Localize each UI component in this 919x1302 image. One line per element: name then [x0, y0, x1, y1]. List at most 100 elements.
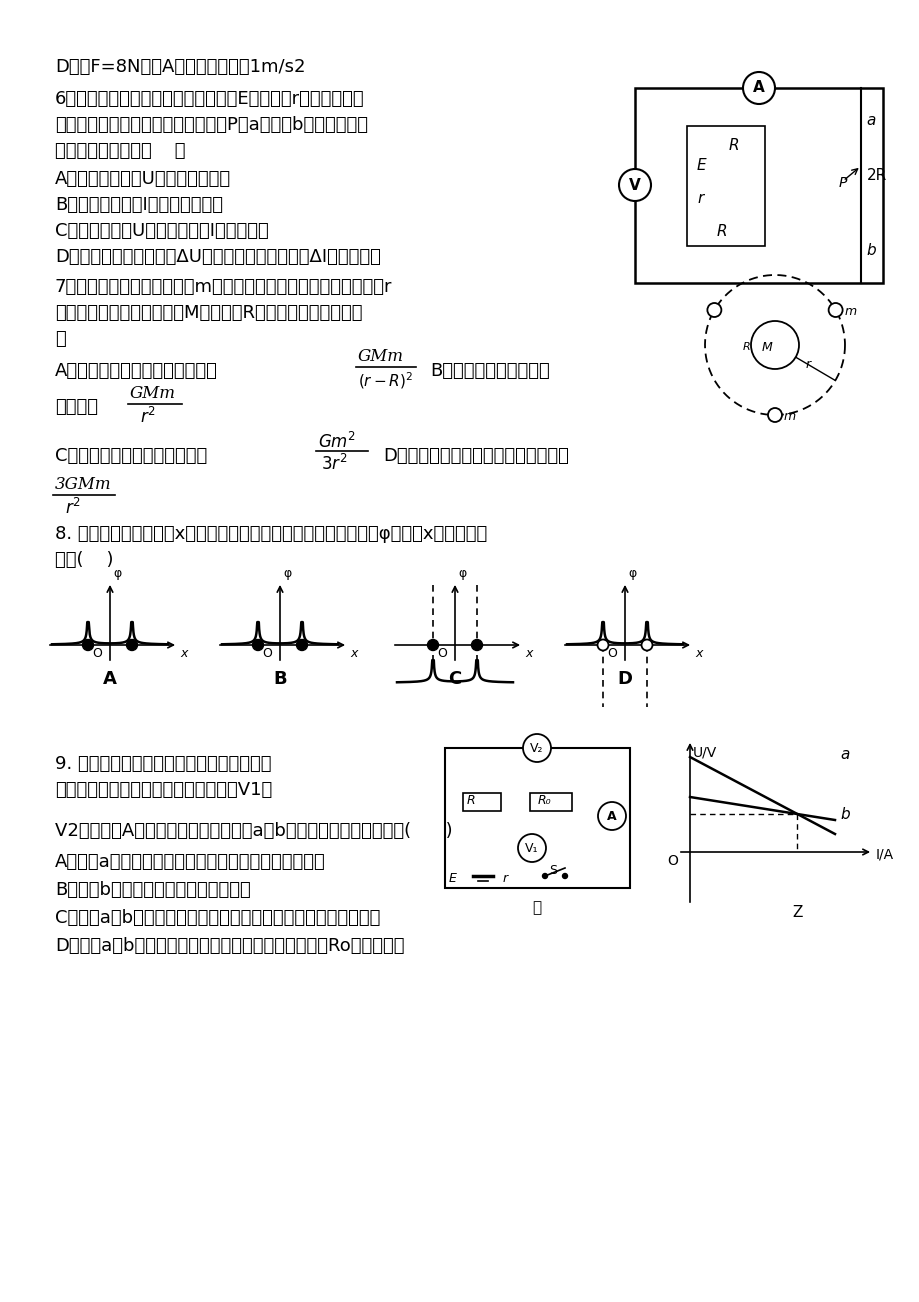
Circle shape: [828, 303, 842, 316]
Text: 7、如图所示，三颗质量均为m的地球同步卫星等间隔分布在半径为r: 7、如图所示，三颗质量均为m的地球同步卫星等间隔分布在半径为r: [55, 279, 392, 296]
Text: R: R: [466, 793, 475, 806]
Circle shape: [127, 639, 137, 651]
Text: GMm: GMm: [130, 385, 176, 402]
Text: I/A: I/A: [875, 848, 893, 861]
Circle shape: [296, 639, 307, 651]
Text: B: B: [273, 671, 287, 687]
Text: 2R: 2R: [866, 168, 886, 184]
Text: 力大小为: 力大小为: [55, 398, 98, 417]
Text: r: r: [502, 871, 507, 884]
Circle shape: [542, 874, 547, 879]
Text: 变滑动变阻器的滑片位置．测得电压表V1和: 变滑动变阻器的滑片位置．测得电压表V1和: [55, 781, 272, 799]
Text: φ: φ: [458, 566, 466, 579]
Text: V: V: [629, 177, 641, 193]
Text: $r^{2}$: $r^{2}$: [65, 497, 81, 518]
Text: C: C: [448, 671, 461, 687]
Text: O: O: [437, 647, 447, 660]
Circle shape: [596, 639, 607, 651]
Circle shape: [767, 408, 781, 422]
Text: C．两颗卫星之间的引力大小为: C．两颗卫星之间的引力大小为: [55, 447, 207, 465]
Text: U/V: U/V: [692, 745, 717, 759]
Text: B．图线b斜率的绝对值等于电源的内阻: B．图线b斜率的绝对值等于电源的内阻: [55, 881, 251, 898]
Text: φ: φ: [628, 566, 636, 579]
Circle shape: [522, 734, 550, 762]
Text: +: +: [253, 638, 263, 651]
Text: m: m: [844, 305, 856, 318]
Text: 3GMm: 3GMm: [55, 477, 111, 493]
Text: V₂: V₂: [529, 742, 543, 754]
Text: M: M: [761, 341, 772, 354]
Text: C．电压表读数U与电流表读数I的比值不变: C．电压表读数U与电流表读数I的比值不变: [55, 223, 268, 240]
Text: 下列说法正确的是（    ）: 下列说法正确的是（ ）: [55, 142, 186, 160]
Bar: [634, 89, 882, 283]
Text: O: O: [92, 647, 102, 660]
Text: r: r: [697, 191, 702, 206]
Circle shape: [707, 303, 720, 316]
Text: E: E: [697, 158, 706, 173]
Bar: [686, 126, 765, 246]
Text: x: x: [694, 647, 701, 660]
Circle shape: [517, 835, 545, 862]
Circle shape: [252, 639, 263, 651]
Circle shape: [750, 322, 798, 368]
Text: D．若F=8N，则A物块的加速度为1m/s2: D．若F=8N，则A物块的加速度为1m/s2: [55, 59, 305, 76]
Text: b: b: [839, 807, 849, 822]
Text: 6、如图所示电路中，电源的电动势为E，内阻为r，各电阻阻值: 6、如图所示电路中，电源的电动势为E，内阻为r，各电阻阻值: [55, 90, 364, 108]
Text: R₀: R₀: [537, 793, 550, 806]
Circle shape: [471, 639, 482, 651]
Text: S: S: [549, 865, 556, 878]
Text: +: +: [427, 638, 437, 651]
Text: O: O: [666, 854, 677, 868]
Text: D．三颗卫星对地球引力的合力大小为: D．三颗卫星对地球引力的合力大小为: [382, 447, 568, 465]
Text: 如图所示，当滑动变阻器的滑动触头P从a端滑到b端的过程中，: 如图所示，当滑动变阻器的滑动触头P从a端滑到b端的过程中，: [55, 116, 368, 134]
Circle shape: [618, 169, 651, 201]
Text: P: P: [838, 176, 846, 190]
Text: Z: Z: [792, 905, 802, 921]
Text: R: R: [743, 342, 750, 352]
Text: A: A: [103, 671, 117, 687]
Text: A．图线a的延长线与纵轴交点的坐标值等于电源电动势: A．图线a的延长线与纵轴交点的坐标值等于电源电动势: [55, 853, 325, 871]
Text: +: +: [127, 638, 137, 651]
Text: E: E: [448, 871, 457, 884]
Text: A．地球对一颗卫星的引力大小为: A．地球对一颗卫星的引力大小为: [55, 362, 218, 380]
Text: R: R: [716, 224, 727, 240]
Text: a: a: [839, 747, 848, 762]
Text: r: r: [805, 358, 811, 371]
Text: A．电压表的读数U先减小，后增大: A．电压表的读数U先减小，后增大: [55, 171, 231, 187]
Text: V₁: V₁: [525, 841, 539, 854]
Text: ）: ）: [55, 329, 65, 348]
Bar: [529, 793, 572, 811]
Bar: [462, 793, 501, 811]
Text: x: x: [180, 647, 187, 660]
Circle shape: [743, 72, 774, 104]
Text: φ: φ: [283, 566, 291, 579]
Text: +: +: [83, 638, 93, 651]
Text: D．电压表读数的变化量ΔU与电流表读数的变化量ΔI的比值不变: D．电压表读数的变化量ΔU与电流表读数的变化量ΔI的比值不变: [55, 247, 380, 266]
Text: O: O: [607, 647, 617, 660]
Text: V2随电流表A的示数变化规律如图乙中a、b所示，下列判断正确的是(      ): V2随电流表A的示数变化规律如图乙中a、b所示，下列判断正确的是( ): [55, 822, 452, 840]
Text: D: D: [617, 671, 632, 687]
Text: O: O: [262, 647, 272, 660]
Text: A: A: [753, 81, 764, 95]
Circle shape: [83, 639, 94, 651]
Text: R: R: [728, 138, 739, 154]
Text: m: m: [783, 410, 795, 423]
Text: A: A: [607, 810, 616, 823]
Text: $3r^{2}$: $3r^{2}$: [321, 454, 347, 474]
Circle shape: [641, 639, 652, 651]
Text: a: a: [865, 113, 874, 128]
Text: $(r-R)^{2}$: $(r-R)^{2}$: [357, 370, 413, 391]
Text: GMm: GMm: [357, 348, 403, 365]
Text: $r^{2}$: $r^{2}$: [140, 408, 156, 427]
Text: φ: φ: [113, 566, 121, 579]
Text: b: b: [865, 243, 875, 258]
Text: C．图线a、b交点的横、纵坐标之积等于此状态下电源的输出功率: C．图线a、b交点的横、纵坐标之积等于此状态下电源的输出功率: [55, 909, 380, 927]
Text: 甲: 甲: [532, 900, 541, 915]
Text: B．电流表的读数I先增大，后减小: B．电流表的读数I先增大，后减小: [55, 197, 222, 214]
Text: 9. 如图甲所示，不计电表对电路的影响，改: 9. 如图甲所示，不计电表对电路的影响，改: [55, 755, 271, 773]
Text: 是图(    ): 是图( ): [55, 551, 113, 569]
Circle shape: [597, 802, 625, 829]
Text: +: +: [471, 638, 482, 651]
Circle shape: [427, 639, 438, 651]
Text: x: x: [525, 647, 532, 660]
